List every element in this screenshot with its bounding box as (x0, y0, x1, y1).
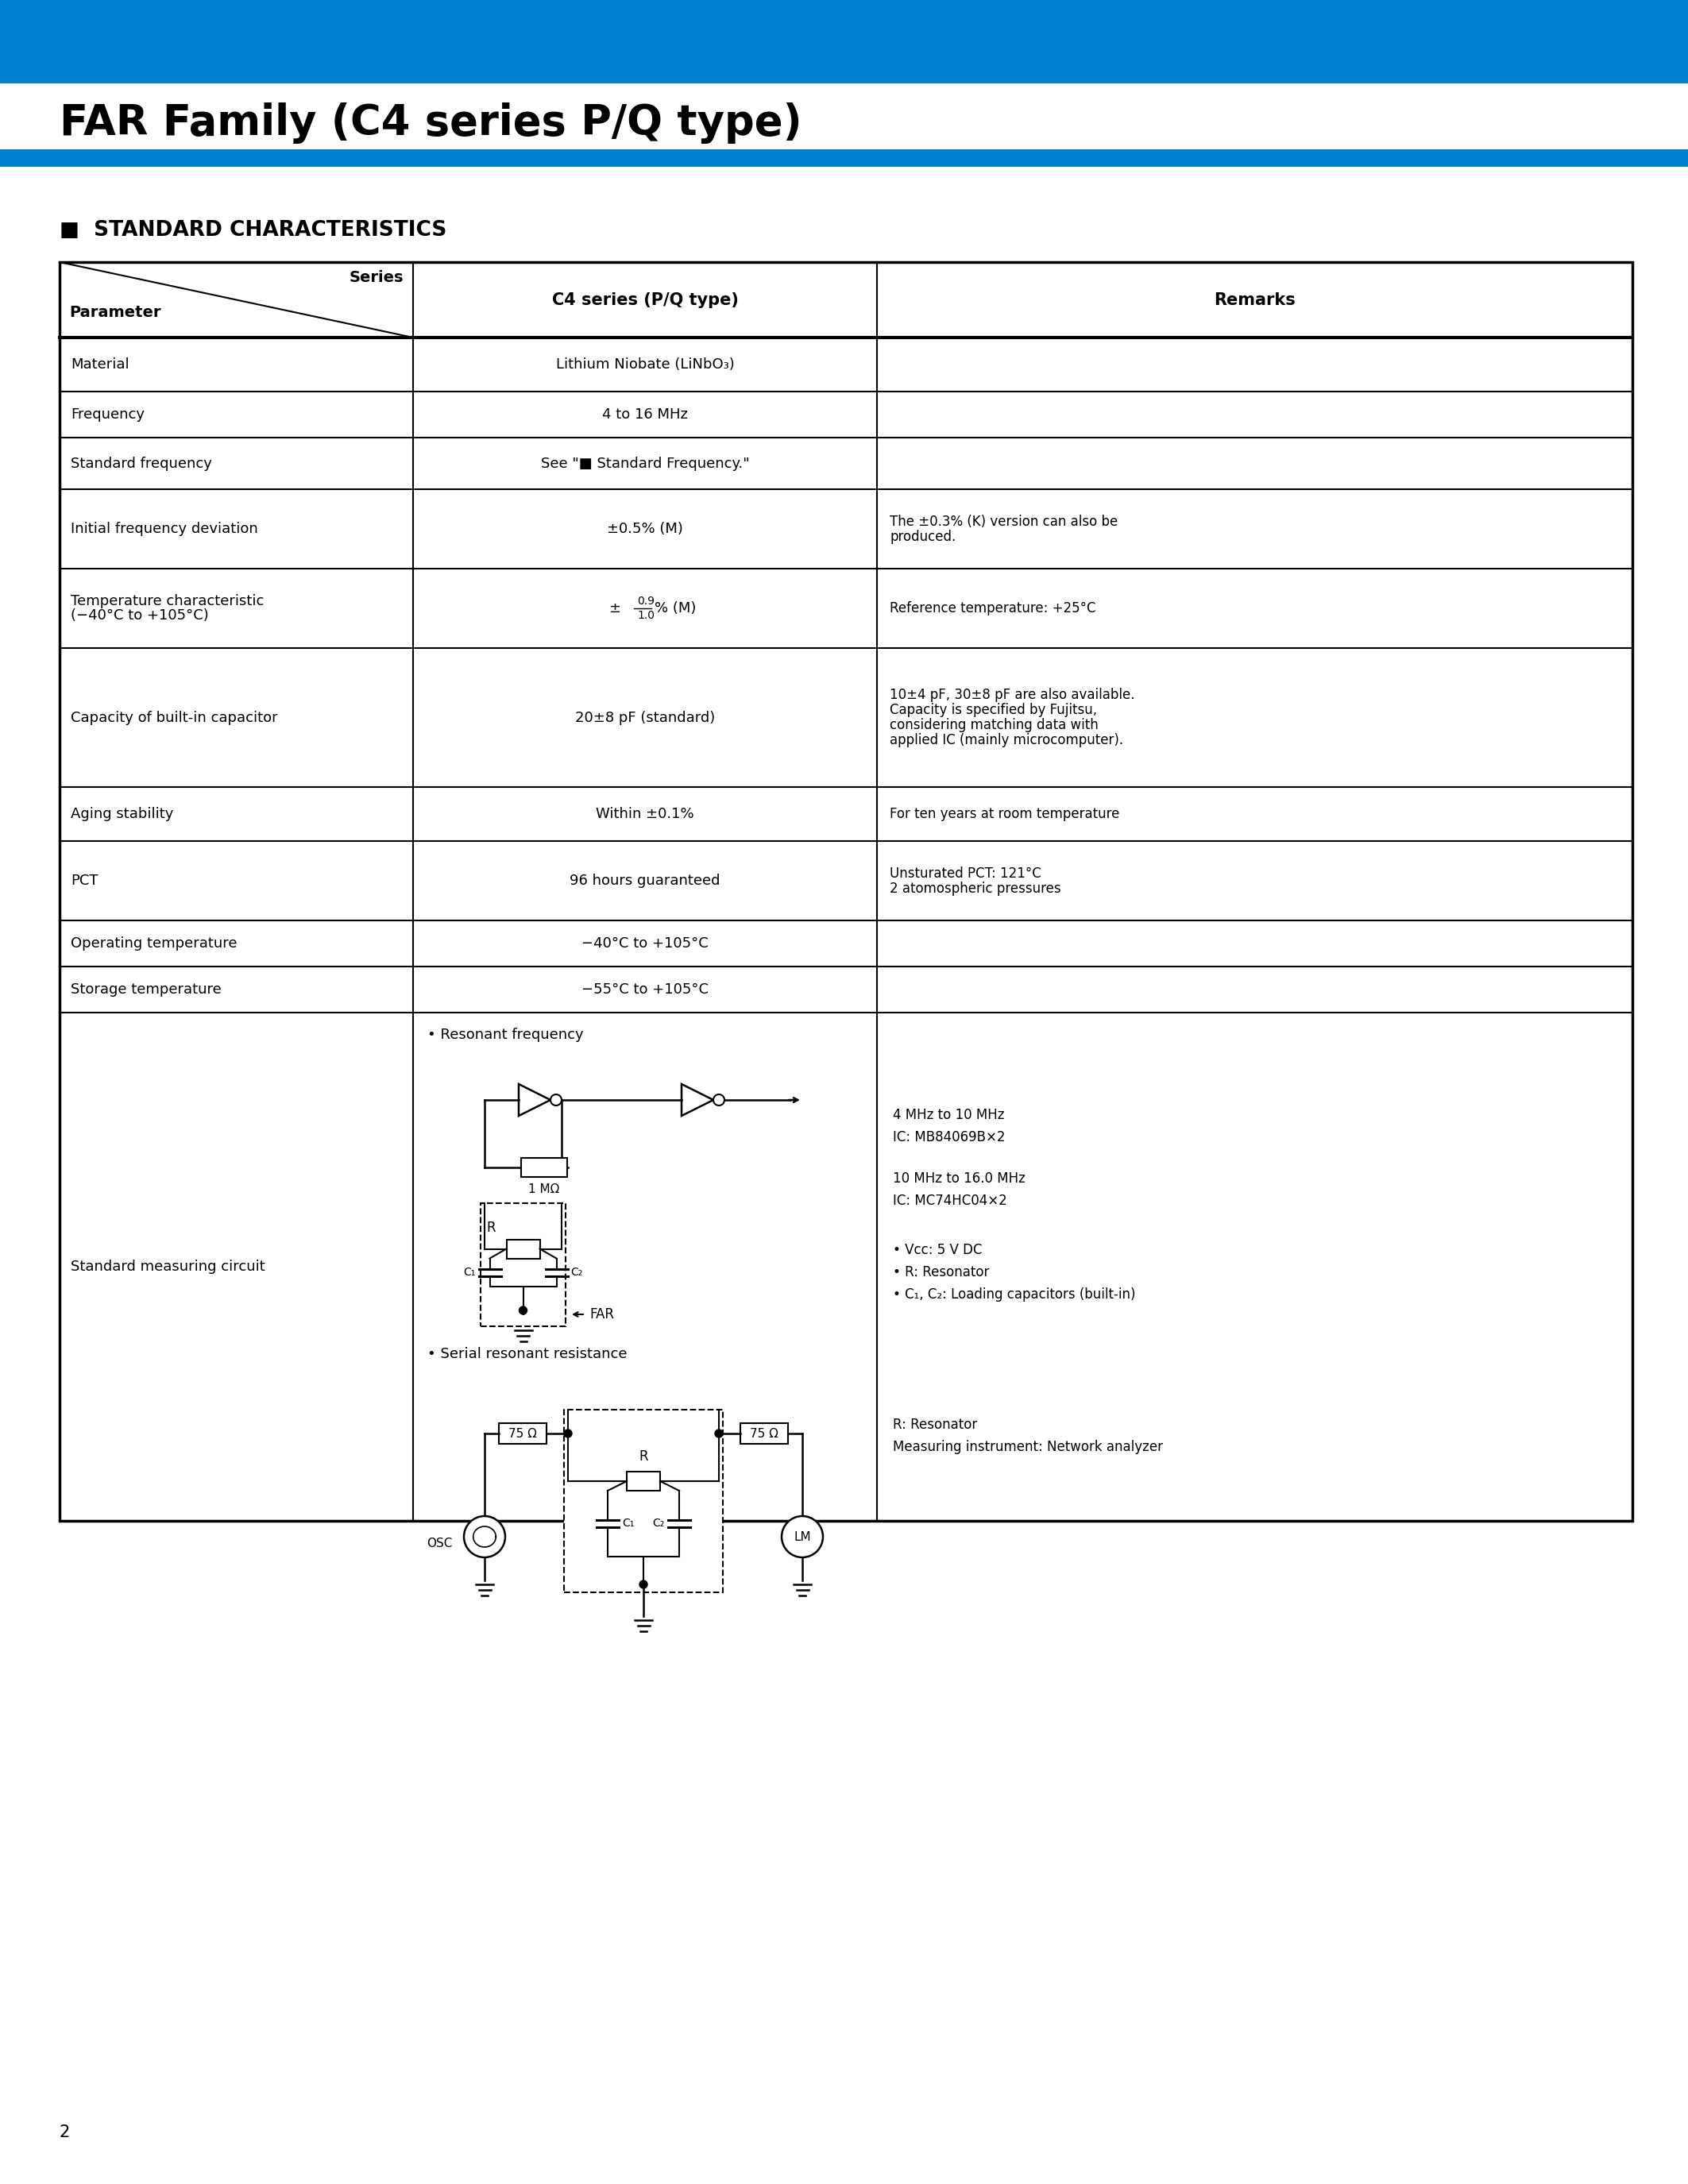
Text: −40°C to +105°C: −40°C to +105°C (582, 937, 709, 950)
Text: 2: 2 (59, 2125, 71, 2140)
Text: applied IC (mainly microcomputer).: applied IC (mainly microcomputer). (890, 734, 1123, 747)
Text: Measuring instrument: Network analyzer: Measuring instrument: Network analyzer (893, 1439, 1163, 1455)
Circle shape (714, 1094, 724, 1105)
Text: 0.9: 0.9 (636, 596, 655, 607)
Text: considering matching data with: considering matching data with (890, 719, 1099, 732)
Bar (626, 1472, 660, 1492)
Text: 1 MΩ: 1 MΩ (528, 1184, 560, 1195)
Text: Material: Material (71, 358, 130, 371)
Text: C₁: C₁ (463, 1267, 476, 1278)
Text: Reference temperature: +25°C: Reference temperature: +25°C (890, 601, 1096, 616)
Circle shape (520, 1306, 527, 1315)
Text: Capacity of built-in capacitor: Capacity of built-in capacitor (71, 710, 279, 725)
Text: • C₁, C₂: Loading capacitors (built-in): • C₁, C₂: Loading capacitors (built-in) (893, 1286, 1136, 1302)
Text: C4 series (P/Q type): C4 series (P/Q type) (552, 293, 738, 308)
Text: 10±4 pF, 30±8 pF are also available.: 10±4 pF, 30±8 pF are also available. (890, 688, 1134, 701)
Text: C₂: C₂ (571, 1267, 582, 1278)
Text: Parameter: Parameter (69, 306, 160, 321)
Circle shape (550, 1094, 562, 1105)
Text: R: R (486, 1221, 496, 1234)
Text: −55°C to +105°C: −55°C to +105°C (581, 983, 709, 996)
Text: 4 to 16 MHz: 4 to 16 MHz (603, 408, 689, 422)
Text: Remarks: Remarks (1214, 293, 1295, 308)
Bar (500, 1424, 547, 1444)
Text: ±0.5% (M): ±0.5% (M) (608, 522, 684, 535)
Text: Aging stability: Aging stability (71, 806, 174, 821)
Bar (506, 1238, 540, 1258)
Text: Standard frequency: Standard frequency (71, 456, 213, 470)
Bar (59, 262, 1632, 1520)
Text: • Resonant frequency: • Resonant frequency (427, 1029, 584, 1042)
Text: Standard measuring circuit: Standard measuring circuit (71, 1260, 265, 1273)
Bar (0, 0, 1688, 83)
Text: See "■ Standard Frequency.": See "■ Standard Frequency." (540, 456, 749, 470)
Text: 20±8 pF (standard): 20±8 pF (standard) (576, 710, 716, 725)
Text: • Vcc: 5 V DC: • Vcc: 5 V DC (893, 1243, 982, 1258)
Circle shape (640, 1581, 648, 1588)
Text: FAR Family (C4 series P/Q type): FAR Family (C4 series P/Q type) (59, 103, 802, 144)
Text: ±: ± (609, 601, 621, 616)
Text: For ten years at room temperature: For ten years at room temperature (890, 806, 1119, 821)
Text: 4 MHz to 10 MHz: 4 MHz to 10 MHz (893, 1107, 1004, 1123)
Text: R: R (638, 1450, 648, 1463)
Text: C₂: C₂ (653, 1518, 665, 1529)
Polygon shape (518, 1083, 550, 1116)
Text: 75 Ω: 75 Ω (749, 1428, 778, 1439)
Text: % (M): % (M) (655, 601, 695, 616)
Text: Operating temperature: Operating temperature (71, 937, 236, 950)
Text: Storage temperature: Storage temperature (71, 983, 221, 996)
Text: 10 MHz to 16.0 MHz: 10 MHz to 16.0 MHz (893, 1171, 1025, 1186)
Text: • R: Resonator: • R: Resonator (893, 1265, 989, 1280)
Text: The ±0.3% (K) version can also be: The ±0.3% (K) version can also be (890, 513, 1117, 529)
Circle shape (564, 1431, 572, 1437)
Bar (481, 1203, 565, 1326)
Bar (564, 1409, 722, 1592)
Text: • Serial resonant resistance: • Serial resonant resistance (427, 1348, 628, 1361)
Bar (741, 1424, 788, 1444)
Text: produced.: produced. (890, 529, 955, 544)
Text: IC: MC74HC04×2: IC: MC74HC04×2 (893, 1195, 1008, 1208)
Text: Initial frequency deviation: Initial frequency deviation (71, 522, 258, 535)
Text: ■  STANDARD CHARACTERISTICS: ■ STANDARD CHARACTERISTICS (59, 221, 447, 240)
Text: LM: LM (793, 1531, 810, 1542)
Text: (−40°C to +105°C): (−40°C to +105°C) (71, 609, 209, 622)
Text: 1.0: 1.0 (636, 609, 655, 620)
Text: Lithium Niobate (LiNbO₃): Lithium Niobate (LiNbO₃) (555, 358, 734, 371)
Text: Temperature characteristic: Temperature characteristic (71, 594, 263, 609)
Text: R: Resonator: R: Resonator (893, 1417, 977, 1433)
Text: 2 atomospheric pressures: 2 atomospheric pressures (890, 880, 1062, 895)
Text: PCT: PCT (71, 874, 98, 889)
Text: FAR: FAR (589, 1308, 614, 1321)
Text: IC: MB84069B×2: IC: MB84069B×2 (893, 1129, 1006, 1144)
Text: OSC: OSC (427, 1538, 452, 1548)
Circle shape (716, 1431, 722, 1437)
Bar (0, 149, 1688, 166)
Text: Frequency: Frequency (71, 408, 145, 422)
Text: Capacity is specified by Fujitsu,: Capacity is specified by Fujitsu, (890, 703, 1097, 716)
Text: Series: Series (349, 271, 403, 286)
Text: 75 Ω: 75 Ω (508, 1428, 537, 1439)
Circle shape (464, 1516, 505, 1557)
Text: C₁: C₁ (621, 1518, 635, 1529)
Circle shape (782, 1516, 824, 1557)
Text: Within ±0.1%: Within ±0.1% (596, 806, 694, 821)
Text: Unsturated PCT: 121°C: Unsturated PCT: 121°C (890, 867, 1041, 880)
Polygon shape (682, 1083, 714, 1116)
Text: 96 hours guaranteed: 96 hours guaranteed (571, 874, 721, 889)
Bar (522, 1158, 567, 1177)
